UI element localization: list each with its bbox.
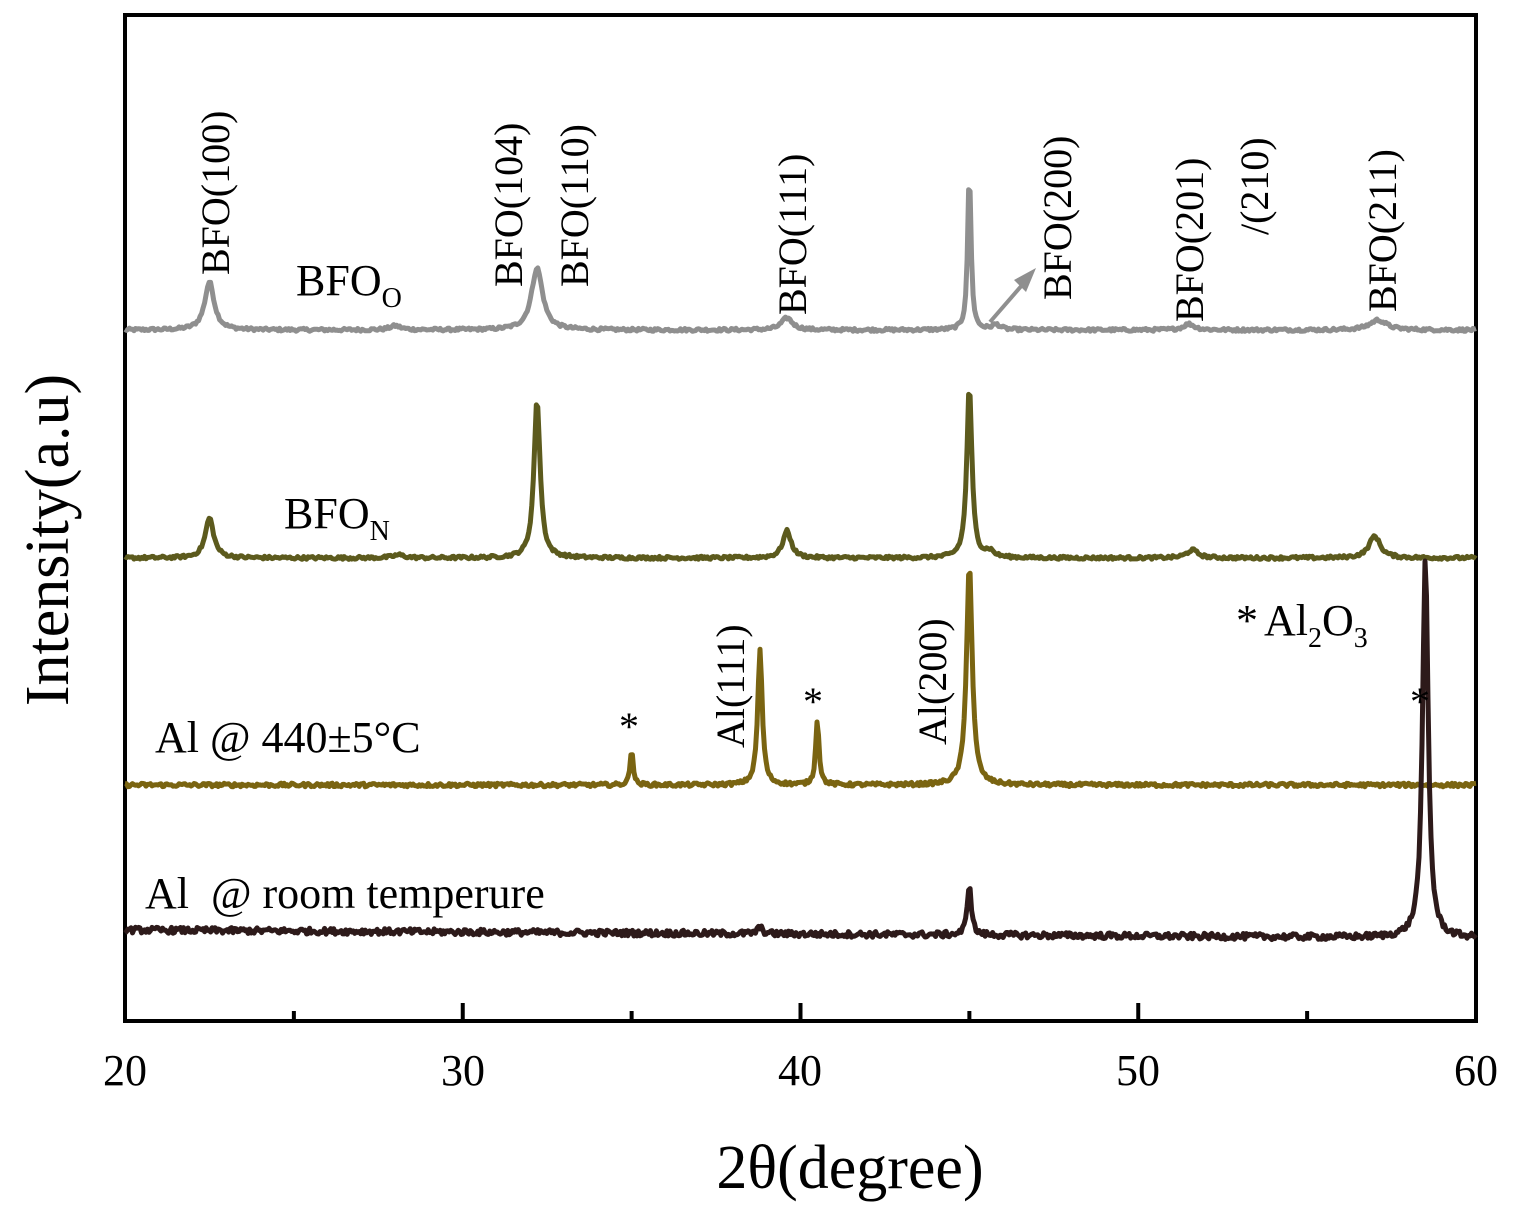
peak-label-bfo-200: BFO(200) xyxy=(1035,136,1080,300)
al2o3-note: * Al2O3 xyxy=(1236,596,1368,654)
asterisk-35: * xyxy=(619,704,639,749)
series-label-al-440: Al @ 440±5°C xyxy=(155,713,421,762)
peak-label-bfo-210: /(210) xyxy=(1232,137,1277,235)
x-ticks xyxy=(123,1003,1478,1021)
series-traces xyxy=(123,187,1478,943)
peak-label-al-111: Al(111) xyxy=(708,624,753,748)
series-label-al-room: Al @ room temperure xyxy=(145,869,545,918)
x-tick-label-40: 40 xyxy=(778,1046,822,1095)
x-tick-label-60: 60 xyxy=(1454,1046,1498,1095)
peak-label-bfo-104: BFO(104) xyxy=(486,123,531,287)
trace-al-440 xyxy=(124,570,1477,790)
x-axis-label: 2θ(degree) xyxy=(716,1134,983,1202)
x-tick-label-50: 50 xyxy=(1116,1046,1160,1095)
peak-label-al-200: Al(200) xyxy=(910,618,955,745)
peak-label-bfo-110: BFO(110) xyxy=(552,124,597,287)
x-tick-label-20: 20 xyxy=(103,1046,147,1095)
peak-label-bfo-201: BFO(201) xyxy=(1167,158,1212,322)
series-label-bfo-o: BFOO xyxy=(296,256,402,314)
bfo-200-arrow-head xyxy=(1014,268,1036,292)
asterisk-58-5: * xyxy=(1410,679,1430,724)
trace-bfo-n xyxy=(123,391,1478,562)
series-label-bfo-n: BFON xyxy=(284,489,390,547)
trace-al-room xyxy=(123,558,1478,943)
x-tick-label-30: 30 xyxy=(441,1046,485,1095)
peak-label-bfo-100: BFO(100) xyxy=(193,111,238,275)
trace-bfo-o xyxy=(123,187,1477,334)
peak-label-bfo-211: BFO(211) xyxy=(1360,149,1405,312)
peak-label-bfo-111: BFO(111) xyxy=(770,154,815,315)
y-axis-label: Intensity(a.u) xyxy=(14,374,82,706)
asterisk-40-5: * xyxy=(803,679,823,724)
